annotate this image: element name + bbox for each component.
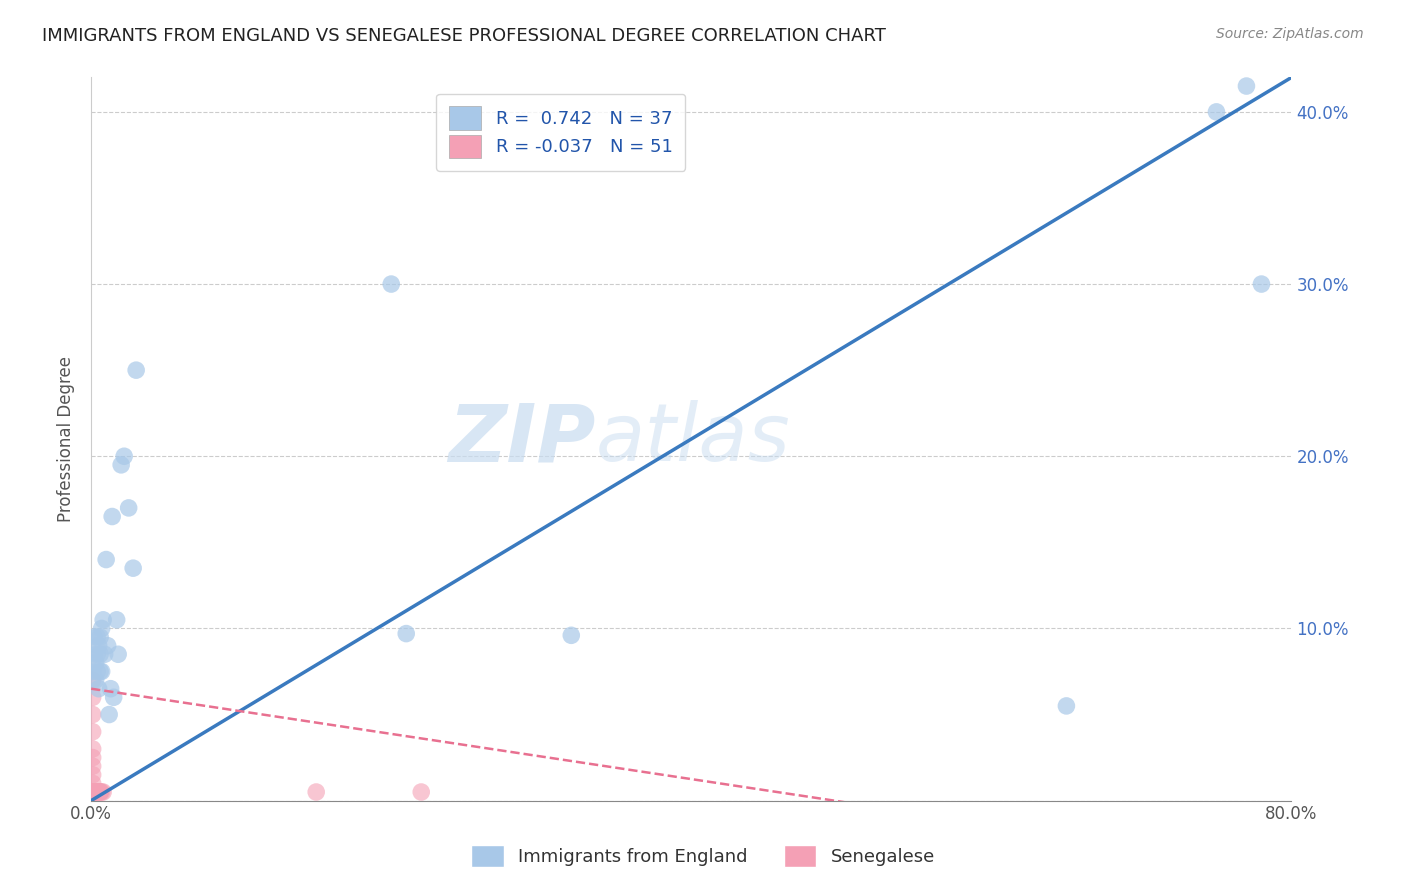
- Point: [84, 785, 107, 799]
- Y-axis label: Professional Degree: Professional Degree: [58, 356, 75, 522]
- Point: [84, 785, 107, 799]
- Point: [89, 665, 111, 679]
- Point: [305, 785, 328, 799]
- Point: [86, 785, 108, 799]
- Point: [82, 776, 104, 790]
- Point: [82, 724, 104, 739]
- Point: [110, 458, 132, 472]
- Point: [118, 500, 141, 515]
- Point: [98, 707, 121, 722]
- Point: [84, 656, 107, 670]
- Point: [87, 785, 110, 799]
- Point: [83, 785, 105, 799]
- Point: [83, 785, 105, 799]
- Point: [91, 785, 114, 799]
- Point: [82, 750, 104, 764]
- Legend: Immigrants from England, Senegalese: Immigrants from England, Senegalese: [464, 838, 942, 874]
- Point: [82, 785, 104, 799]
- Point: [395, 626, 418, 640]
- Point: [83, 630, 105, 644]
- Point: [100, 681, 122, 696]
- Point: [87, 639, 110, 653]
- Point: [89, 647, 111, 661]
- Point: [82, 785, 104, 799]
- Point: [82, 785, 104, 799]
- Point: [87, 785, 110, 799]
- Point: [82, 785, 104, 799]
- Point: [1236, 78, 1258, 93]
- Point: [82, 785, 104, 799]
- Point: [83, 785, 105, 799]
- Text: ZIP: ZIP: [449, 400, 595, 478]
- Point: [97, 639, 120, 653]
- Point: [82, 785, 104, 799]
- Point: [93, 647, 115, 661]
- Point: [103, 690, 125, 705]
- Point: [83, 785, 105, 799]
- Point: [84, 785, 107, 799]
- Point: [86, 785, 108, 799]
- Point: [380, 277, 402, 291]
- Point: [1250, 277, 1272, 291]
- Point: [82, 785, 104, 799]
- Point: [122, 561, 145, 575]
- Point: [90, 785, 112, 799]
- Point: [1054, 698, 1077, 713]
- Point: [125, 363, 148, 377]
- Point: [83, 647, 105, 661]
- Point: [82, 785, 104, 799]
- Point: [84, 785, 107, 799]
- Point: [90, 622, 112, 636]
- Text: atlas: atlas: [595, 400, 790, 478]
- Point: [89, 630, 111, 644]
- Point: [1205, 104, 1227, 119]
- Legend: R =  0.742   N = 37, R = -0.037   N = 51: R = 0.742 N = 37, R = -0.037 N = 51: [436, 94, 685, 170]
- Point: [560, 628, 582, 642]
- Point: [82, 759, 104, 773]
- Point: [105, 613, 128, 627]
- Point: [87, 785, 110, 799]
- Point: [82, 768, 104, 782]
- Point: [83, 785, 105, 799]
- Point: [87, 785, 110, 799]
- Text: IMMIGRANTS FROM ENGLAND VS SENEGALESE PROFESSIONAL DEGREE CORRELATION CHART: IMMIGRANTS FROM ENGLAND VS SENEGALESE PR…: [42, 27, 886, 45]
- Point: [84, 785, 107, 799]
- Point: [84, 785, 107, 799]
- Point: [101, 509, 124, 524]
- Point: [82, 785, 104, 799]
- Text: Source: ZipAtlas.com: Source: ZipAtlas.com: [1216, 27, 1364, 41]
- Point: [87, 681, 110, 696]
- Point: [89, 785, 111, 799]
- Point: [82, 742, 104, 756]
- Point: [86, 785, 108, 799]
- Point: [107, 647, 129, 661]
- Point: [82, 673, 104, 687]
- Point: [82, 785, 104, 799]
- Point: [82, 665, 104, 679]
- Point: [84, 785, 107, 799]
- Point: [90, 665, 112, 679]
- Point: [89, 785, 111, 799]
- Point: [91, 613, 114, 627]
- Point: [86, 647, 108, 661]
- Point: [96, 552, 118, 566]
- Point: [411, 785, 433, 799]
- Point: [83, 785, 105, 799]
- Point: [82, 785, 104, 799]
- Point: [82, 707, 104, 722]
- Point: [112, 449, 135, 463]
- Point: [84, 785, 107, 799]
- Point: [84, 673, 107, 687]
- Point: [86, 665, 108, 679]
- Point: [82, 785, 104, 799]
- Point: [84, 785, 107, 799]
- Point: [89, 785, 111, 799]
- Point: [86, 785, 108, 799]
- Point: [86, 630, 108, 644]
- Point: [82, 690, 104, 705]
